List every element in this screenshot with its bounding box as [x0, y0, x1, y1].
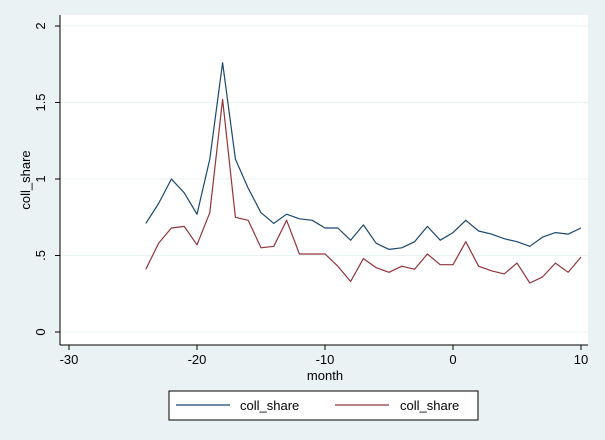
x-tick-label: -30 — [60, 352, 79, 367]
x-tick-label: -20 — [188, 352, 207, 367]
y-tick-label: 0 — [33, 328, 48, 335]
gridlines — [60, 25, 588, 333]
series-line-1 — [145, 62, 582, 250]
axes: 0 .5 1 1.5 2 -30 -20 -10 0 10 month coll_share — [18, 15, 588, 383]
legend-label-1: coll_share — [240, 398, 299, 413]
legend-label-2: coll_share — [400, 398, 459, 413]
y-tick-label: 1.5 — [33, 93, 48, 111]
x-tick-label: -10 — [316, 352, 335, 367]
legend: coll_share coll_share — [168, 390, 479, 421]
x-tick-label: 10 — [574, 352, 588, 367]
y-tick-label: .5 — [33, 250, 48, 261]
x-tick-label: 0 — [449, 352, 456, 367]
y-tick-label: 1 — [33, 175, 48, 182]
series-line-2 — [145, 98, 582, 284]
x-axis-title: month — [307, 368, 343, 383]
plot-region — [60, 15, 588, 345]
y-tick-label: 2 — [33, 22, 48, 29]
y-axis-title: coll_share — [18, 150, 33, 209]
series-lines — [145, 62, 582, 284]
